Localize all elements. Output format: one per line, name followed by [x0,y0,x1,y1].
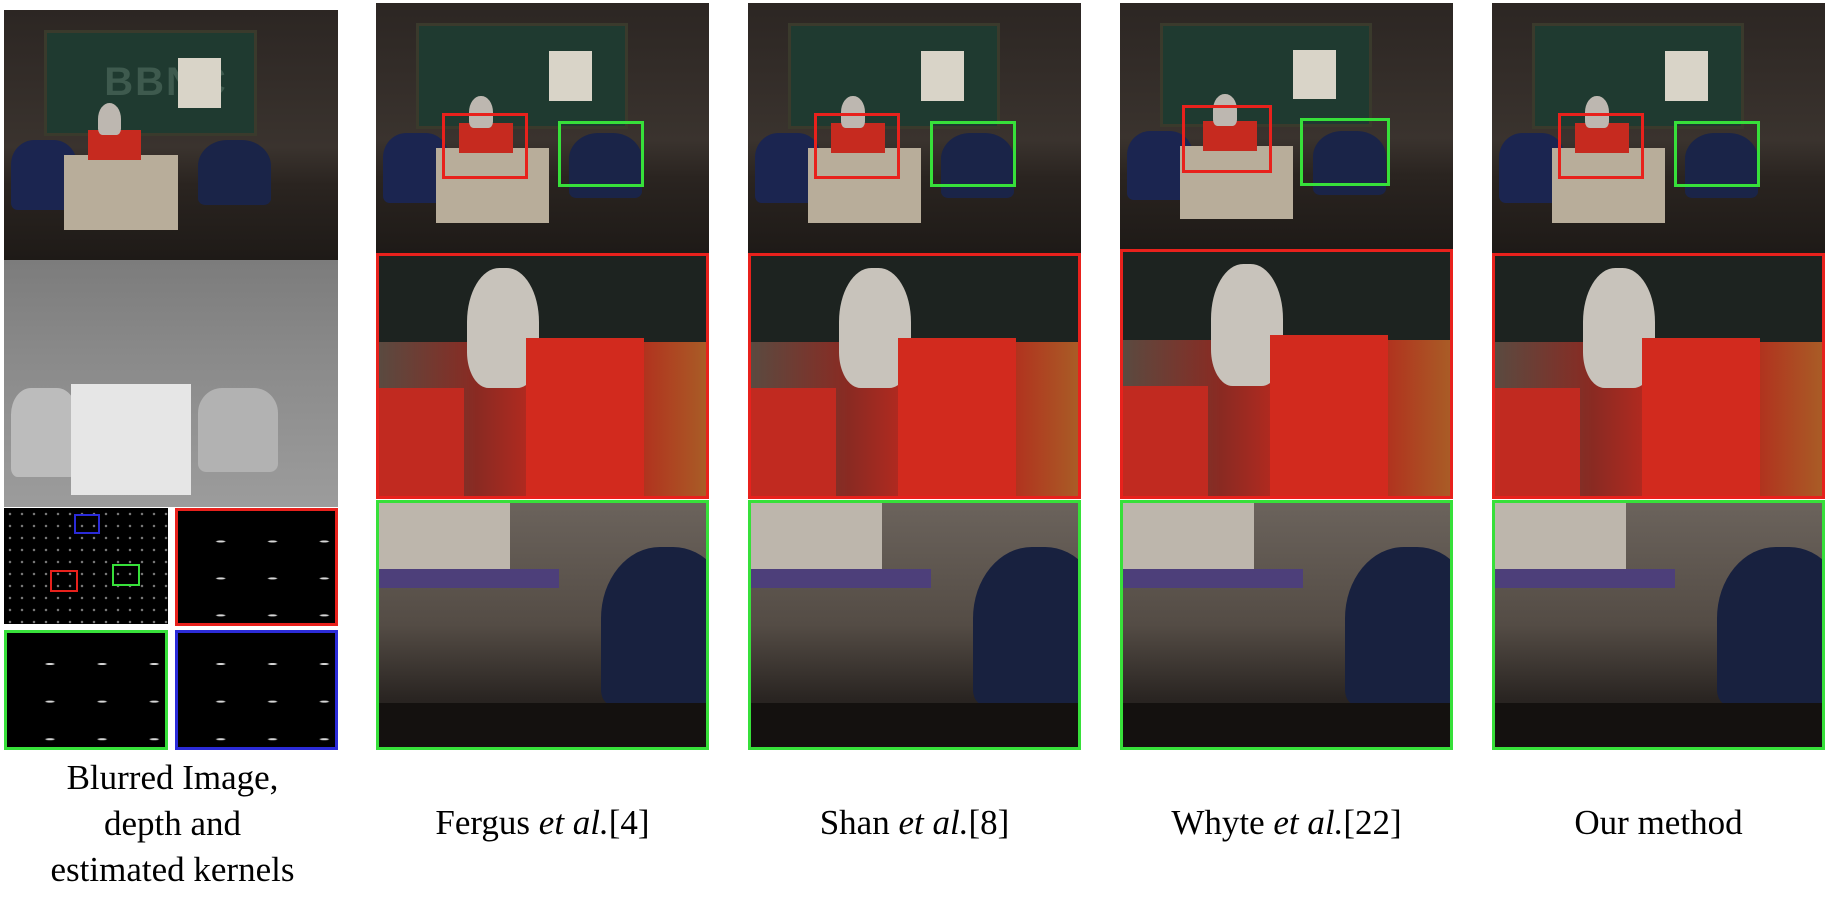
green-crop-box [1300,118,1390,186]
caption-ref: [22] [1343,803,1402,842]
caption-etal: et al. [898,803,969,842]
caption-shan: Shan et al.[8] [748,800,1081,846]
our-zoom-red [1492,253,1825,499]
shan-result [748,3,1081,253]
caption-blurred: Blurred Image, depth and estimated kerne… [0,755,345,893]
whyte-result [1120,3,1453,249]
shan-zoom-red [748,253,1081,499]
red-crop-box [814,113,900,179]
blue-region-box [74,514,100,534]
caption-author: Shan [819,803,899,842]
green-crop-box [930,121,1016,187]
caption-author: Fergus [435,803,539,842]
our-result [1492,3,1825,253]
green-region-box [112,564,140,586]
caption-ours: Our method [1492,800,1825,846]
caption-line: depth and [103,804,242,843]
caption-line: Blurred Image, [66,758,279,797]
caption-whyte: Whyte et al.[22] [1120,800,1453,846]
caption-etal: et al. [538,803,609,842]
caption-text: Our method [1574,803,1743,842]
green-crop-box [558,121,644,187]
fergus-zoom-green [376,500,709,750]
whyte-zoom-green [1120,500,1453,750]
shan-zoom-green [748,500,1081,750]
red-crop-box [1182,105,1272,173]
kernel-zoom-green [4,630,168,750]
caption-ref: [4] [608,803,650,842]
red-crop-box [1558,113,1644,179]
red-region-box [50,570,78,592]
green-crop-box [1674,121,1760,187]
caption-ref: [8] [968,803,1010,842]
blurred-image: BBNC [4,10,338,260]
caption-etal: et al. [1273,803,1344,842]
depth-map [4,260,338,507]
fergus-zoom-red [376,253,709,499]
fergus-result [376,3,709,253]
caption-author: Whyte [1171,803,1274,842]
whyte-zoom-red [1120,249,1453,499]
caption-fergus: Fergus et al.[4] [376,800,709,846]
red-crop-box [442,113,528,179]
kernel-grid-overview [4,508,168,624]
kernel-zoom-red [175,508,338,626]
our-zoom-green [1492,500,1825,750]
caption-line: estimated kernels [50,850,295,889]
kernel-zoom-blue [175,630,338,750]
